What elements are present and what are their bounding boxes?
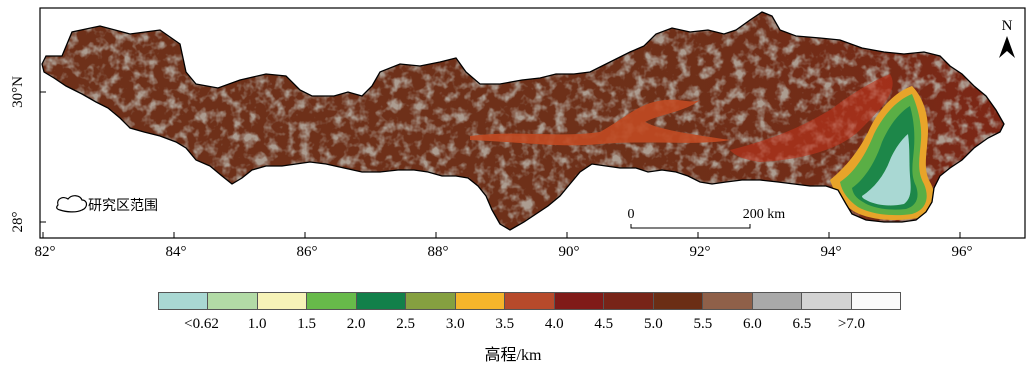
colorbar-segment xyxy=(604,293,654,309)
study-region-outline xyxy=(41,11,1005,231)
colorbar-label: 3.5 xyxy=(495,316,515,332)
colorbar-label: <0.62 xyxy=(184,316,219,332)
colorbar-title: 高程/km xyxy=(484,347,542,364)
colorbar-label: 3.0 xyxy=(445,316,465,332)
colorbar-label: 5.0 xyxy=(643,316,663,332)
colorbar-label: 4.5 xyxy=(594,316,614,332)
colorbar-label: >7.0 xyxy=(837,316,866,332)
region-legend-label: 研究区范围 xyxy=(88,197,158,214)
colorbar-label: 4.0 xyxy=(544,316,564,332)
colorbar-label: 1.5 xyxy=(297,316,316,332)
colorbar-label: 6.5 xyxy=(792,316,812,332)
colorbar-segment xyxy=(208,293,258,309)
north-label: N xyxy=(1002,18,1013,34)
longitude-tick-label: 82° xyxy=(35,244,56,260)
colorbar-segment xyxy=(752,293,803,309)
longitude-tick-label: 90° xyxy=(559,244,580,260)
colorbar-label: 2.5 xyxy=(396,316,416,332)
region-legend: 研究区范围 xyxy=(56,195,158,214)
map-frame xyxy=(39,7,1026,239)
longitude-tick-label: 84° xyxy=(166,244,187,260)
latitude-tick-label: 28° xyxy=(10,212,26,233)
colorbar-labels: <0.62 1.0 1.5 2.0 2.5 3.0 3.5 4.0 4.5 5.0 5.5 6.0 6.… xyxy=(0,316,1026,336)
north-arrow-icon xyxy=(999,36,1015,58)
colorbar-segment xyxy=(257,293,308,309)
study-region xyxy=(42,12,1004,230)
north-arrow: N xyxy=(999,18,1015,58)
latitude-axis: 30°N 28° xyxy=(10,76,46,233)
colorbar-label: 1.0 xyxy=(247,316,267,332)
colorbar-label: 2.0 xyxy=(346,316,366,332)
scale-bar-start: 0 xyxy=(628,207,635,222)
river-valley xyxy=(470,99,730,146)
longitude-tick-label: 86° xyxy=(297,244,318,260)
elevation-map: 82° 84° 86° 88° 90° 92° 94° 96° 30°N 28° N 研究区范围… xyxy=(10,7,1026,260)
colorbar-label: 5.5 xyxy=(693,316,713,332)
longitude-tick-label: 88° xyxy=(428,244,449,260)
colorbar-segment xyxy=(703,293,753,309)
colorbar-segment xyxy=(356,293,407,309)
scale-bar: 0 200 km xyxy=(628,207,786,229)
longitude-tick-label: 96° xyxy=(952,244,973,260)
colorbar-segment xyxy=(653,293,704,309)
colorbar-segment xyxy=(802,293,852,309)
colorbar-segment xyxy=(406,293,456,309)
colorbar-segment xyxy=(455,293,506,309)
colorbar-segment xyxy=(307,293,357,309)
colorbar-segment xyxy=(851,293,901,309)
latitude-tick-label: 30°N xyxy=(10,76,26,108)
elevation-colorbar xyxy=(158,292,901,310)
colorbar-segment xyxy=(505,293,555,309)
colorbar-segment xyxy=(554,293,605,309)
longitude-tick-label: 94° xyxy=(821,244,842,260)
region-outline-icon xyxy=(56,195,88,213)
longitude-tick-label: 92° xyxy=(690,244,711,260)
colorbar-segment xyxy=(159,293,209,309)
colorbar-label: 6.0 xyxy=(743,316,762,332)
scale-bar-end: 200 km xyxy=(743,207,786,222)
longitude-axis: 82° 84° 86° 88° 90° 92° 94° 96° xyxy=(35,232,973,260)
